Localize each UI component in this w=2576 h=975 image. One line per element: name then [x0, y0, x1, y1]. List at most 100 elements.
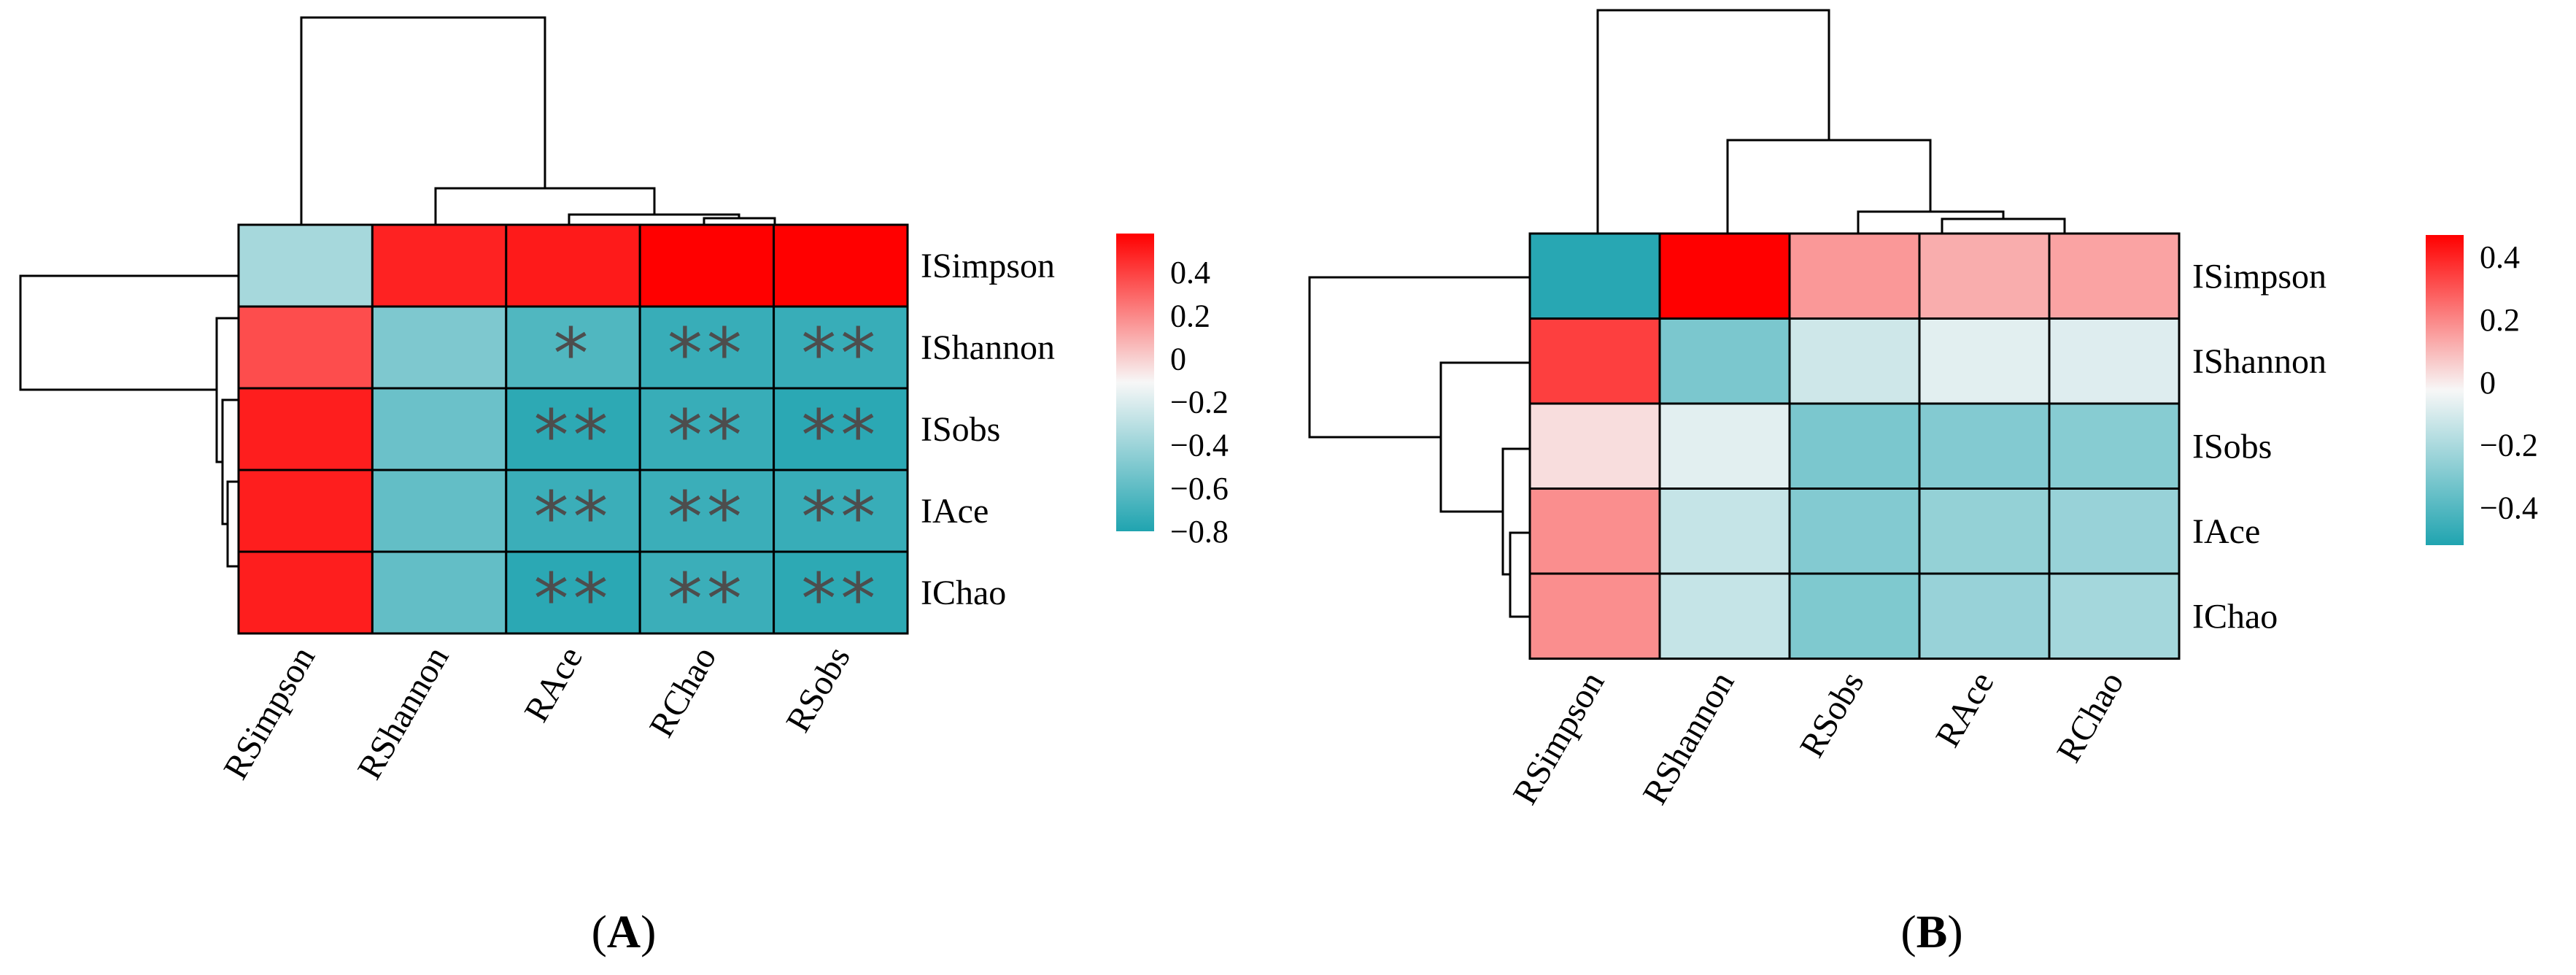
- heatmap-cell: [237, 469, 374, 553]
- colorbar-tick-label: 0.2: [1170, 298, 1210, 334]
- column-label: RAce: [1928, 666, 2002, 754]
- colorbar-tick-label: −0.8: [1170, 514, 1229, 550]
- panel-label-b: (B): [1900, 906, 1962, 957]
- column-dendrogram-b: [1596, 9, 2066, 234]
- significance-marks-a: * ** **** ** **** ** **** ** **: [534, 313, 880, 640]
- heatmap-cell: [237, 305, 374, 390]
- heatmap-cell: [1658, 488, 1791, 575]
- heatmap-cell: [1788, 572, 1921, 660]
- heatmap-cell: [1658, 572, 1791, 660]
- column-label: RSimpson: [216, 640, 322, 786]
- heatmap-cell: [1528, 488, 1661, 575]
- colorbar-ticks-b: 0.4 0.2 0 −0.2 −0.4: [2480, 239, 2538, 525]
- significance-mark: **: [801, 313, 880, 395]
- heatmap-cell: [1528, 317, 1661, 405]
- heatmap-cell: [1788, 488, 1921, 575]
- heatmap-cell: [371, 387, 508, 471]
- heatmap-cell: [237, 387, 374, 471]
- significance-mark: **: [801, 558, 880, 640]
- colorbar-tick-label: 0: [1170, 341, 1186, 377]
- significance-mark: **: [668, 395, 746, 477]
- heatmap-cell: [371, 305, 508, 390]
- heatmap-cell: [1658, 317, 1791, 405]
- colorbar-tick-label: 0: [2480, 365, 2496, 401]
- heatmap-cell: [2048, 572, 2181, 660]
- row-label: IChao: [2192, 597, 2278, 636]
- row-label: IShannon: [2192, 342, 2326, 381]
- row-dendrogram-a: [19, 274, 239, 568]
- heatmap-cell: [505, 223, 641, 308]
- significance-mark: **: [534, 477, 613, 558]
- column-label: RChao: [642, 640, 724, 744]
- colorbar-tick-label: 0.4: [2480, 239, 2520, 275]
- significance-mark: **: [668, 477, 746, 558]
- heatmap-cell: [773, 469, 909, 553]
- row-labels-a: ISimpson IShannon ISobs IAce IChao: [921, 247, 1055, 612]
- heatmap-cell: [1918, 572, 2051, 660]
- row-dendrogram-b: [1308, 276, 1530, 618]
- column-label: RAce: [517, 640, 590, 728]
- heatmap-cell: [638, 387, 775, 471]
- significance-mark: **: [801, 395, 880, 477]
- colorbar-tick-label: −0.6: [1170, 471, 1229, 506]
- colorbar-tick-label: −0.2: [1170, 385, 1229, 420]
- heatmap-cell: [638, 469, 775, 553]
- heatmap-cell: [773, 223, 909, 308]
- heatmap-cell: [1918, 232, 2051, 320]
- heatmap-panel-a: * ** **** ** **** ** **** ** ** ISimpsonIShannon…: [19, 16, 1229, 957]
- significance-mark: *: [554, 313, 593, 395]
- column-label: RSobs: [778, 640, 858, 739]
- column-labels-b: RSimpson RShannon RSobs RAce RChao: [1506, 666, 2132, 812]
- significance-mark: **: [534, 395, 613, 477]
- significance-mark: **: [801, 477, 880, 558]
- colorbar-tick-label: −0.4: [1170, 428, 1229, 463]
- heatmap-cell: [371, 469, 508, 553]
- heatmap-cell: [1528, 232, 1661, 320]
- heatmap-cell: [1918, 402, 2051, 490]
- heatmap-cell: [773, 550, 909, 635]
- heatmap-cell: [1788, 402, 1921, 490]
- column-label: RChao: [2049, 666, 2132, 769]
- heatmap-cells-b: [1528, 232, 2181, 660]
- heatmap-cell: [371, 223, 508, 308]
- colorbar-a: [1116, 234, 1154, 531]
- heatmap-cell: [1658, 232, 1791, 320]
- panel-label-a: (A): [592, 906, 657, 957]
- colorbar-tick-label: 0.4: [1170, 255, 1210, 290]
- significance-mark: **: [668, 313, 746, 395]
- heatmap-cell: [1788, 317, 1921, 405]
- column-labels-a: RSimpson RShannon RAce RChao RSobs: [216, 640, 858, 786]
- row-label: IChao: [921, 574, 1006, 612]
- column-label: RShannon: [1636, 666, 1742, 812]
- heatmap-cell: [505, 305, 641, 390]
- heatmap-cell: [638, 223, 775, 308]
- row-labels-b: ISimpson IShannon ISobs IAce IChao: [2192, 257, 2326, 636]
- column-dendrogram-a: [300, 16, 776, 225]
- significance-mark: **: [668, 558, 746, 640]
- row-label: IAce: [2192, 512, 2260, 551]
- row-label: ISobs: [921, 410, 1000, 449]
- heatmap-cells-a: [237, 223, 909, 635]
- column-label: RShannon: [350, 640, 457, 786]
- row-label: ISimpson: [921, 247, 1055, 285]
- heatmap-cell: [237, 550, 374, 635]
- row-label: ISimpson: [2192, 257, 2326, 296]
- heatmap-cell: [1788, 232, 1921, 320]
- heatmap-cell: [371, 550, 508, 635]
- heatmap-cell: [1658, 402, 1791, 490]
- row-label: ISobs: [2192, 427, 2272, 466]
- row-label: IShannon: [921, 328, 1055, 367]
- heatmap-cell: [1528, 572, 1661, 660]
- heatmap-cell: [2048, 488, 2181, 575]
- heatmap-cell: [1918, 317, 2051, 405]
- heatmap-cell: [1528, 402, 1661, 490]
- colorbar-ticks-a: 0.4 0.2 0 −0.2 −0.4 −0.6 −0.8: [1170, 255, 1229, 550]
- colorbar-tick-label: 0.2: [2480, 302, 2520, 338]
- column-label: RSimpson: [1506, 666, 1612, 812]
- significance-mark: **: [534, 558, 613, 640]
- row-label: IAce: [921, 492, 989, 531]
- column-label: RSobs: [1792, 666, 1872, 764]
- colorbar-b: [2426, 235, 2464, 545]
